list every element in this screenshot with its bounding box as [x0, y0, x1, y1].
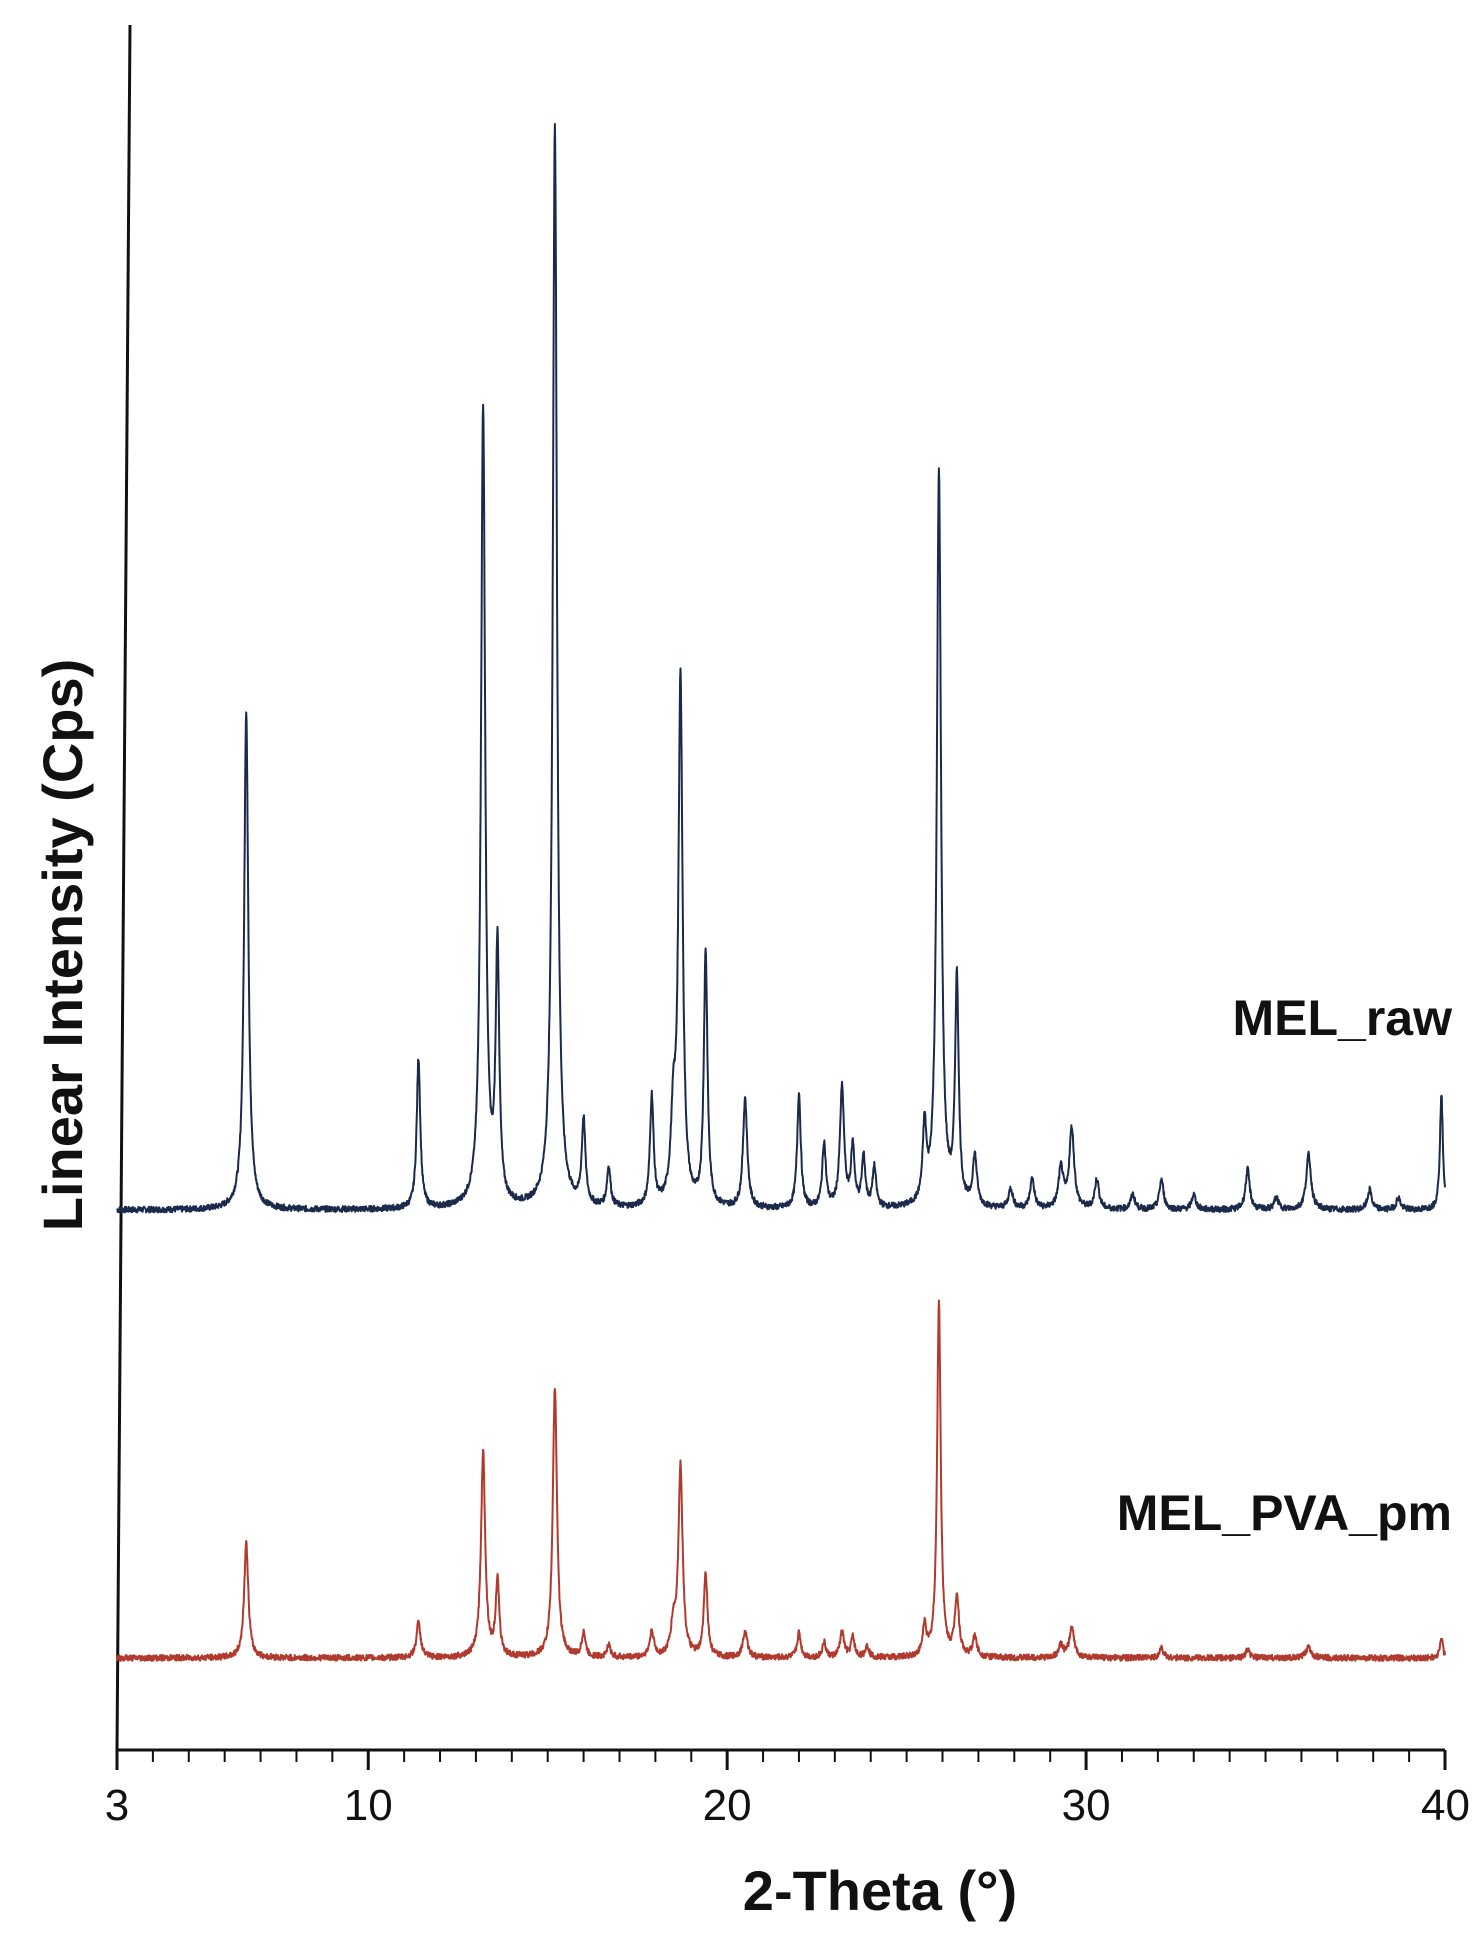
y-axis-title: Linear Intensity (Cps)	[31, 659, 94, 1232]
series-label-mel-raw: MEL_raw	[1232, 990, 1452, 1046]
axes	[115, 24, 1445, 1752]
traces	[116, 123, 1446, 1662]
series-line-mel-pva-pm	[116, 1299, 1446, 1662]
x-tick-label: 10	[344, 1781, 393, 1830]
x-tick-label: 3	[105, 1781, 129, 1830]
series-label-mel-pva-pm: MEL_PVA_pm	[1117, 1485, 1452, 1541]
y-axis-line	[115, 24, 132, 1751]
x-minor-ticks	[151, 1750, 1411, 1762]
series-line-mel-raw	[116, 123, 1446, 1214]
x-tick-label: 30	[1062, 1781, 1111, 1830]
x-tick-label: 40	[1421, 1781, 1470, 1830]
x-tick-label: 20	[703, 1781, 752, 1830]
x-tick-labels: 3 10 20 30 40	[105, 1781, 1470, 1830]
x-major-ticks	[115, 1750, 1447, 1770]
x-axis-title: 2-Theta (°)	[743, 1859, 1017, 1922]
